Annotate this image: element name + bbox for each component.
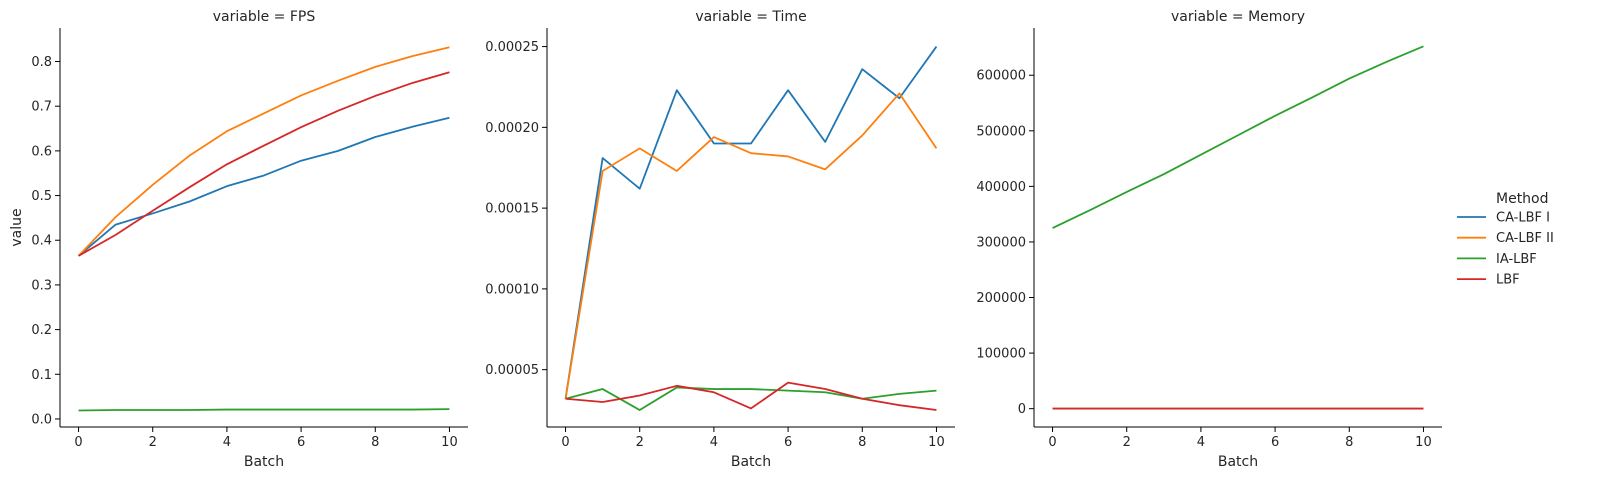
series-line-ia-lbf xyxy=(565,386,937,411)
panel-title: variable = Time xyxy=(695,9,806,25)
x-axis-label: Batch xyxy=(731,454,771,470)
y-tick-label: 0.7 xyxy=(31,100,52,115)
y-tick-label: 400000 xyxy=(976,180,1026,195)
y-tick-label: 0.0 xyxy=(31,412,52,427)
x-tick-label: 10 xyxy=(441,435,458,450)
y-tick-label: 600000 xyxy=(976,69,1026,84)
legend-entry-label: IA-LBF xyxy=(1496,252,1537,267)
x-tick-label: 8 xyxy=(371,435,379,450)
y-tick-label: 300000 xyxy=(976,235,1026,250)
panel-title: variable = FPS xyxy=(213,9,316,25)
legend-title: Method xyxy=(1496,191,1549,207)
y-tick-label: 500000 xyxy=(976,124,1026,139)
y-tick-label: 0.00015 xyxy=(485,202,539,217)
y-axis-label: value xyxy=(9,208,25,246)
y-tick-label: 200000 xyxy=(976,291,1026,306)
legend-entry-label: CA-LBF II xyxy=(1496,231,1554,246)
x-tick-label: 2 xyxy=(1123,435,1131,450)
legend-entry-label: CA-LBF I xyxy=(1496,211,1550,226)
series-line-lbf xyxy=(78,71,450,257)
series-line-ca-lbf-i xyxy=(564,46,938,399)
y-tick-label: 0.00010 xyxy=(485,282,539,297)
x-tick-label: 6 xyxy=(297,435,305,450)
legend-entry-label: LBF xyxy=(1496,273,1520,288)
x-tick-label: 8 xyxy=(858,435,866,450)
x-tick-label: 2 xyxy=(636,435,644,450)
x-tick-label: 0 xyxy=(74,435,82,450)
x-tick-label: 4 xyxy=(710,435,718,450)
series-line-ca-lbf-i xyxy=(77,116,450,257)
x-tick-label: 10 xyxy=(928,435,945,450)
y-tick-label: 0.00005 xyxy=(485,363,539,378)
x-tick-label: 4 xyxy=(223,435,231,450)
x-tick-label: 10 xyxy=(1415,435,1432,450)
panel-title: variable = Memory xyxy=(1171,9,1305,25)
y-tick-label: 0.4 xyxy=(31,234,52,249)
y-tick-label: 0.3 xyxy=(31,278,52,293)
series-line-ia-lbf xyxy=(78,408,450,412)
x-tick-label: 8 xyxy=(1345,435,1353,450)
y-tick-label: 0.00020 xyxy=(485,121,539,136)
series-line-ca-lbf-ii xyxy=(77,46,450,257)
y-tick-label: 0.2 xyxy=(31,323,52,338)
y-tick-label: 0.5 xyxy=(31,189,52,204)
x-tick-label: 2 xyxy=(149,435,157,450)
x-axis-label: Batch xyxy=(244,454,284,470)
legend: Method CA-LBF I CA-LBF II IA-LBF LBF xyxy=(1457,191,1554,288)
y-tick-label: 0.8 xyxy=(31,55,52,70)
x-tick-label: 6 xyxy=(1271,435,1279,450)
y-tick-label: 100000 xyxy=(976,347,1026,362)
x-tick-label: 4 xyxy=(1197,435,1205,450)
series-line-ca-lbf-ii xyxy=(564,92,938,399)
y-tick-label: 0.1 xyxy=(31,368,52,383)
panel-0: variable = FPS 0 2 4 6 8 10 0.0 0.1 0.2 0.3 0.4 0.5 0… xyxy=(9,9,468,470)
series-line-lbf xyxy=(565,381,937,411)
panel-1: variable = Time 0 2 4 6 8 10 0.00005 0.00010 0.00… xyxy=(485,9,955,470)
panel-2: variable = Memory 0 2 4 6 8 10 0 100000 200000 300… xyxy=(976,9,1442,470)
x-tick-label: 0 xyxy=(1048,435,1056,450)
y-tick-label: 0 xyxy=(1018,402,1026,417)
x-tick-label: 0 xyxy=(561,435,569,450)
y-tick-label: 0.6 xyxy=(31,144,52,159)
x-axis-label: Batch xyxy=(1218,454,1258,470)
x-tick-label: 6 xyxy=(784,435,792,450)
y-tick-label: 0.00025 xyxy=(485,40,539,55)
series-line-ia-lbf xyxy=(1052,45,1424,229)
